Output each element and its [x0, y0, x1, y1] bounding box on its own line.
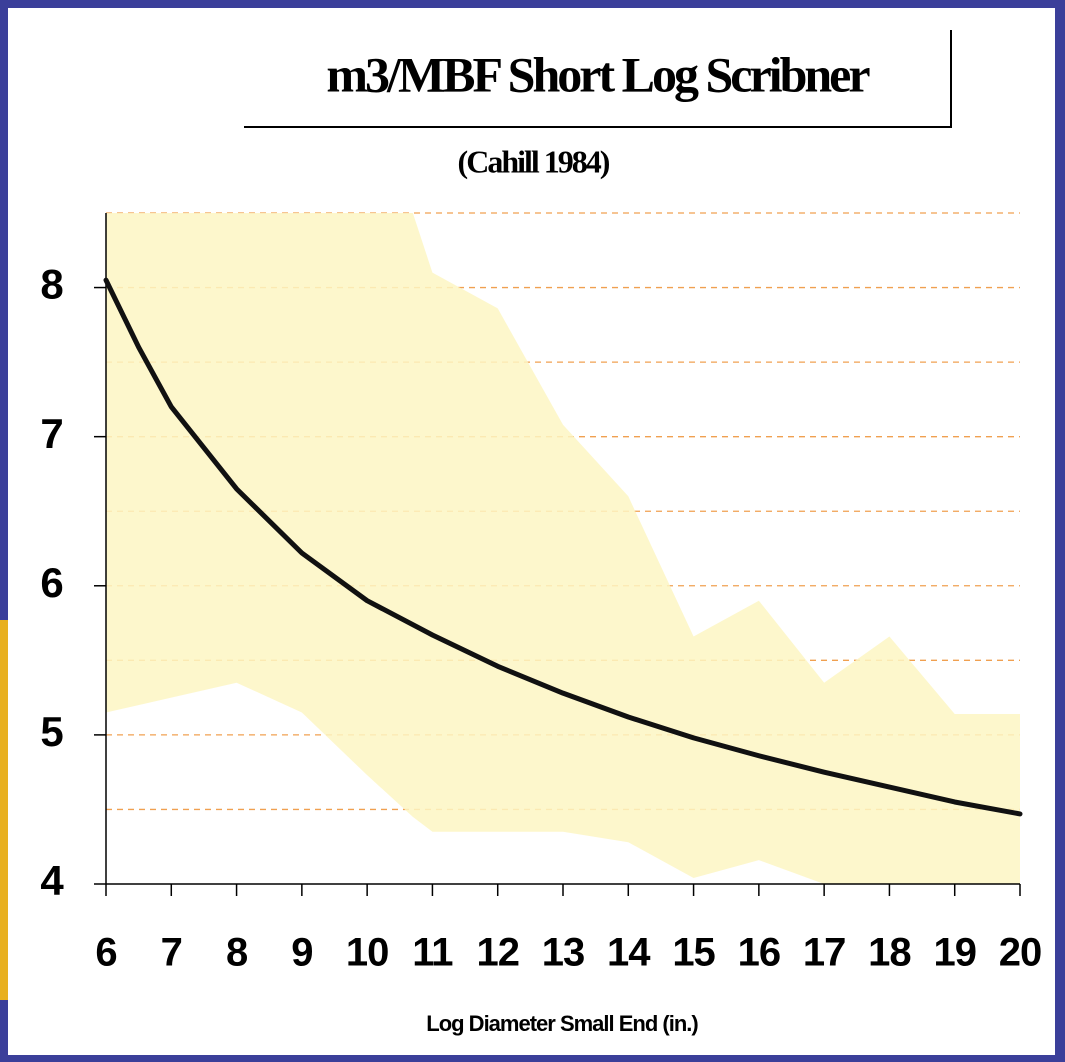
x-axis-label: Log Diameter Small End (in.) [426, 1011, 698, 1036]
side-strip [0, 620, 8, 1000]
chart-title: m3/MBF Short Log Scribner [326, 46, 870, 102]
x-tick-label: 19 [933, 931, 976, 975]
x-tick-label: 7 [161, 931, 182, 975]
x-tick-label: 17 [803, 931, 846, 975]
x-tick-label: 11 [412, 931, 453, 975]
x-tick-label: 20 [999, 931, 1042, 975]
x-tick-label: 6 [95, 931, 116, 975]
x-tick-label: 12 [476, 931, 519, 975]
x-tick-label: 10 [346, 931, 389, 975]
y-tick-label: 5 [40, 708, 63, 755]
y-tick-label: 6 [40, 559, 63, 606]
x-tick-label: 16 [738, 931, 781, 975]
x-tick-label: 14 [607, 931, 651, 975]
x-tick-label: 18 [868, 931, 911, 975]
x-tick-label: 9 [291, 931, 312, 975]
y-tick-label: 7 [40, 410, 63, 457]
x-tick-label: 15 [672, 931, 715, 975]
x-tick-label: 13 [542, 931, 585, 975]
y-tick-label: 4 [40, 857, 64, 904]
curve [103, 277, 1023, 817]
x-tick-label: 8 [226, 931, 248, 975]
range-band [106, 213, 1020, 884]
y-tick-label: 8 [40, 261, 63, 308]
chart-subtitle: (Cahill 1984) [458, 143, 610, 179]
